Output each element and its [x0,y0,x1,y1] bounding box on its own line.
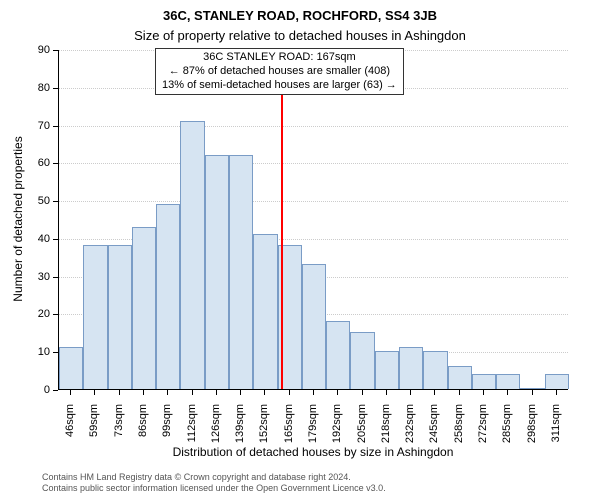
grid-line [59,163,568,164]
x-tick-mark [167,390,168,395]
annotation-line-smaller: ← 87% of detached houses are smaller (40… [162,65,397,79]
histogram-bar [350,332,374,389]
y-tick-mark [53,50,58,51]
histogram-bar [375,351,399,389]
y-tick-mark [53,126,58,127]
y-tick-label: 70 [24,120,50,132]
y-tick-label: 80 [24,82,50,94]
x-tick-label: 152sqm [258,404,270,454]
histogram-bar [59,347,83,389]
x-tick-mark [507,390,508,395]
x-tick-mark [337,390,338,395]
histogram-bar [302,264,326,389]
y-tick-mark [53,201,58,202]
y-tick-label: 10 [24,346,50,358]
y-axis-label: Number of detached properties [11,49,25,389]
x-tick-label: 218sqm [380,404,392,454]
x-tick-label: 139sqm [234,404,246,454]
y-tick-label: 90 [24,44,50,56]
x-tick-mark [483,390,484,395]
x-tick-label: 192sqm [331,404,343,454]
chart-title-description: Size of property relative to detached ho… [0,28,600,43]
x-tick-label: 285sqm [501,404,513,454]
reference-line [281,50,283,389]
x-tick-mark [216,390,217,395]
histogram-bar [496,374,520,389]
histogram-bar [423,351,447,389]
y-tick-mark [53,163,58,164]
y-tick-mark [53,352,58,353]
x-tick-mark [240,390,241,395]
x-tick-label: 258sqm [453,404,465,454]
y-tick-mark [53,88,58,89]
histogram-bar [180,121,204,389]
x-tick-label: 179sqm [307,404,319,454]
histogram-bar [545,374,569,389]
x-tick-label: 59sqm [88,404,100,454]
x-tick-mark [410,390,411,395]
x-tick-label: 73sqm [113,404,125,454]
annotation-line-larger: 13% of semi-detached houses are larger (… [162,79,397,93]
x-tick-mark [143,390,144,395]
x-tick-mark [119,390,120,395]
x-tick-label: 86sqm [137,404,149,454]
histogram-bar [448,366,472,389]
y-tick-label: 50 [24,195,50,207]
y-tick-label: 0 [24,384,50,396]
histogram-bar [229,155,253,389]
x-tick-label: 46sqm [64,404,76,454]
histogram-bar [132,227,156,389]
x-tick-mark [313,390,314,395]
x-tick-label: 232sqm [404,404,416,454]
x-tick-label: 245sqm [428,404,440,454]
histogram-bar [253,234,277,389]
x-tick-mark [94,390,95,395]
x-tick-label: 99sqm [161,404,173,454]
grid-line [59,201,568,202]
x-tick-mark [556,390,557,395]
x-tick-mark [459,390,460,395]
x-tick-label: 298sqm [526,404,538,454]
histogram-bar [472,374,496,389]
x-tick-mark [532,390,533,395]
y-tick-mark [53,390,58,391]
annotation-line-property: 36C STANLEY ROAD: 167sqm [162,51,397,65]
x-tick-label: 126sqm [210,404,222,454]
histogram-bar [399,347,423,389]
chart-title-address: 36C, STANLEY ROAD, ROCHFORD, SS4 3JB [0,8,600,23]
histogram-bar [205,155,229,389]
histogram-bar [326,321,350,389]
x-tick-label: 112sqm [186,404,198,454]
x-tick-label: 311sqm [550,404,562,454]
y-tick-label: 30 [24,271,50,283]
y-tick-label: 20 [24,308,50,320]
x-tick-label: 205sqm [356,404,368,454]
footer-line-licence: Contains public sector information licen… [42,483,386,494]
x-tick-mark [70,390,71,395]
x-tick-mark [192,390,193,395]
y-tick-mark [53,277,58,278]
x-tick-label: 272sqm [477,404,489,454]
histogram-bar [156,204,180,389]
y-tick-label: 60 [24,157,50,169]
y-tick-mark [53,314,58,315]
x-tick-mark [434,390,435,395]
footer-line-registry: Contains HM Land Registry data © Crown c… [42,472,386,483]
y-tick-label: 40 [24,233,50,245]
histogram-bar [108,245,132,389]
x-tick-mark [362,390,363,395]
chart-annotation-box: 36C STANLEY ROAD: 167sqm ← 87% of detach… [155,48,404,95]
chart-footer: Contains HM Land Registry data © Crown c… [42,472,386,495]
histogram-bar [520,388,544,389]
x-tick-label: 165sqm [283,404,295,454]
grid-line [59,126,568,127]
x-tick-mark [386,390,387,395]
chart-plot-area [58,50,568,390]
histogram-bar [83,245,107,389]
y-tick-mark [53,239,58,240]
x-tick-mark [264,390,265,395]
x-tick-mark [289,390,290,395]
